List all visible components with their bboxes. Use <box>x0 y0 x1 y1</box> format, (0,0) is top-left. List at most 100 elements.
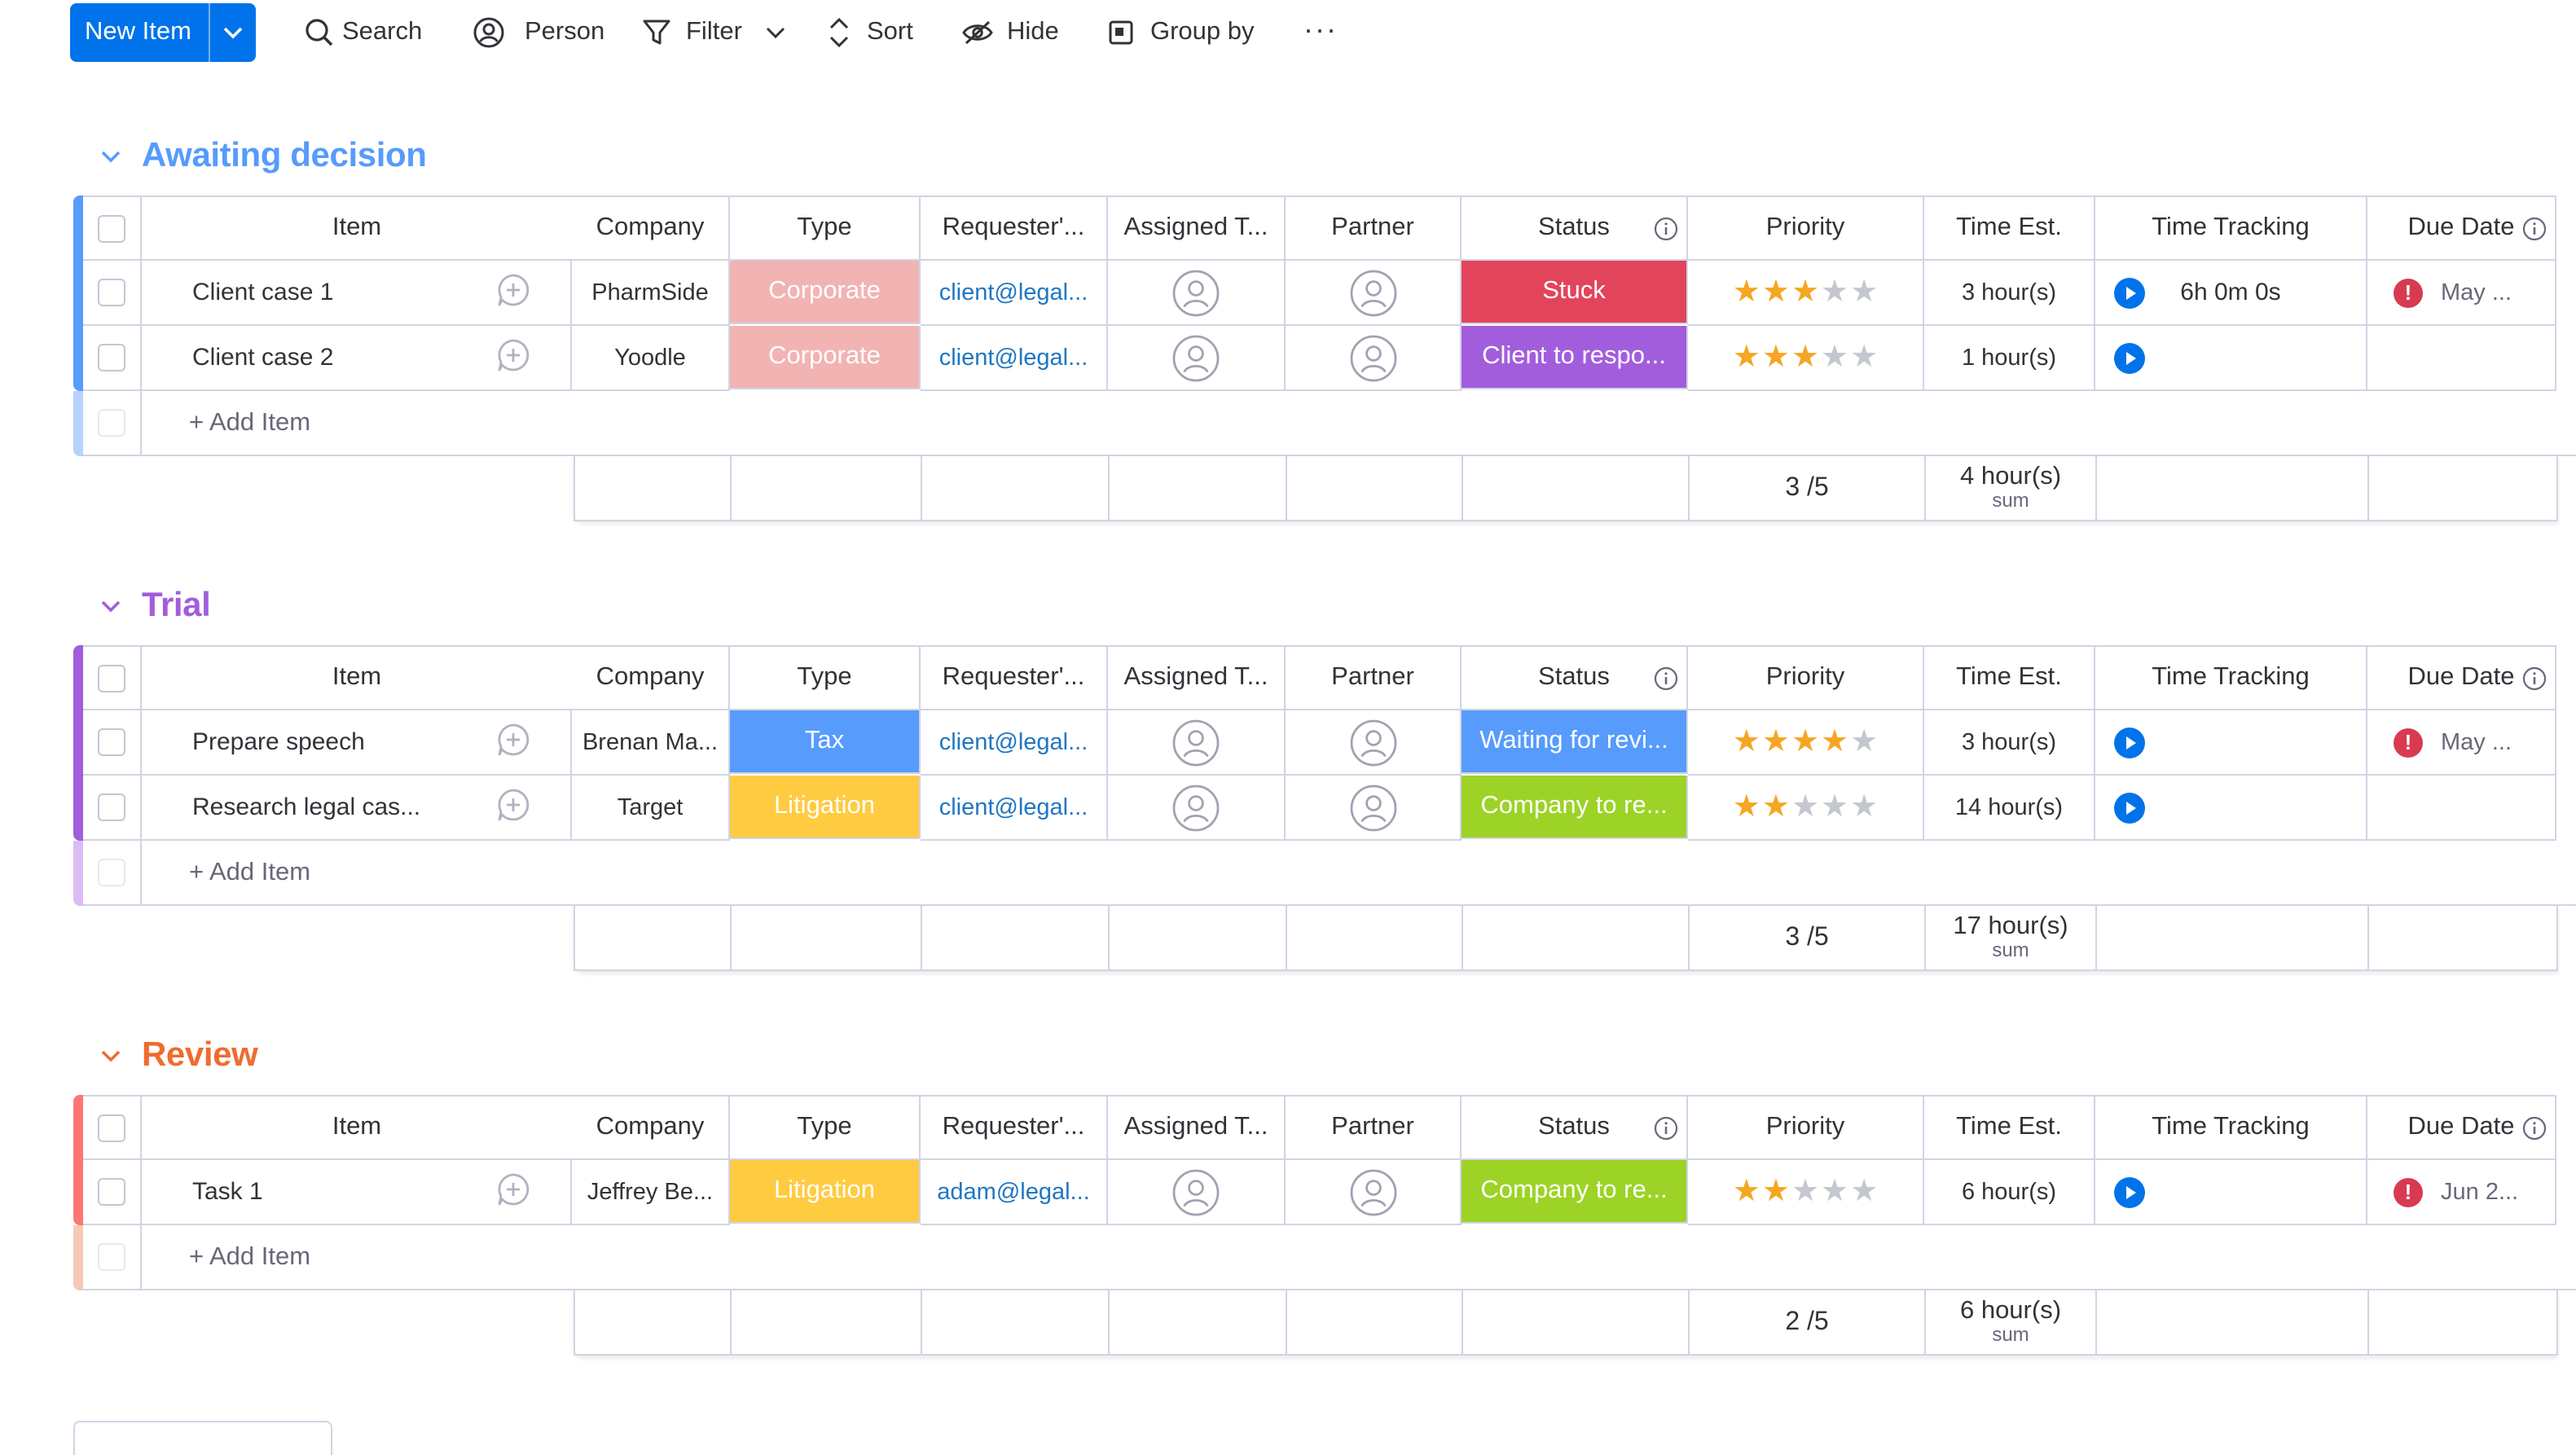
company-cell[interactable]: PharmSide <box>572 261 730 326</box>
checkbox[interactable] <box>98 664 125 692</box>
due-date-cell[interactable] <box>2367 326 2556 391</box>
requester-email-link[interactable]: client@legal... <box>939 345 1088 371</box>
select-all-checkbox[interactable] <box>83 1095 142 1160</box>
column-header-company[interactable]: Company <box>572 1095 730 1160</box>
column-header-status[interactable]: Status <box>1462 196 1688 261</box>
star-icon[interactable]: ★ <box>1821 790 1849 824</box>
chevron-down-icon[interactable] <box>767 26 786 39</box>
column-header-type[interactable]: Type <box>730 196 921 261</box>
company-cell[interactable]: Yoodle <box>572 326 730 391</box>
type-label[interactable]: Litigation <box>730 1160 921 1224</box>
play-icon[interactable] <box>2113 727 2146 766</box>
star-icon[interactable]: ★ <box>1761 790 1790 824</box>
star-icon[interactable]: ★ <box>1821 1175 1849 1209</box>
star-icon[interactable]: ★ <box>1791 275 1820 310</box>
assigned-to-cell[interactable] <box>1108 710 1286 776</box>
star-icon[interactable]: ★ <box>1850 725 1879 759</box>
column-header-time-tracking[interactable]: Time Tracking <box>2095 196 2367 261</box>
due-date-cell[interactable]: ! May ... <box>2367 261 2556 326</box>
add-update-button[interactable] <box>455 261 572 326</box>
star-rating[interactable]: ★ ★ ★ ★ ★ <box>1733 727 1878 758</box>
more-options-button[interactable]: ··· <box>1303 12 1338 45</box>
time-estimate[interactable]: 3 hour(s) <box>1924 710 2095 776</box>
select-all-checkbox[interactable] <box>83 196 142 261</box>
star-icon[interactable]: ★ <box>1732 1175 1761 1209</box>
star-icon[interactable]: ★ <box>1732 790 1761 824</box>
column-header-partner[interactable]: Partner <box>1286 645 1462 710</box>
type-label[interactable]: Tax <box>730 710 921 774</box>
checkbox[interactable] <box>98 793 125 821</box>
add-update-button[interactable] <box>455 326 572 391</box>
star-icon[interactable]: ★ <box>1732 275 1761 310</box>
requester-email[interactable]: client@legal... <box>921 776 1108 841</box>
column-header-due-date[interactable]: Due Date <box>2367 196 2556 261</box>
star-icon[interactable]: ★ <box>1791 725 1820 759</box>
star-icon[interactable]: ★ <box>1761 725 1790 759</box>
column-header-item[interactable]: Item <box>142 196 572 261</box>
time-estimate[interactable]: 6 hour(s) <box>1924 1160 2095 1225</box>
checkbox[interactable] <box>98 279 125 306</box>
row-checkbox[interactable] <box>83 261 142 326</box>
status-label[interactable]: Company to re... <box>1462 1160 1688 1224</box>
play-icon[interactable] <box>2113 792 2146 831</box>
column-header-item[interactable]: Item <box>142 1095 572 1160</box>
priority-rating[interactable]: ★ ★ ★ ★ ★ <box>1688 261 1924 326</box>
requester-email[interactable]: client@legal... <box>921 326 1108 391</box>
group-by-button[interactable]: Group by <box>1108 3 1255 62</box>
assigned-to-cell[interactable] <box>1108 1160 1286 1225</box>
star-icon[interactable]: ★ <box>1761 1175 1790 1209</box>
column-header-time-tracking[interactable]: Time Tracking <box>2095 645 2367 710</box>
new-item-button[interactable]: New Item <box>70 3 257 62</box>
requester-email[interactable]: client@legal... <box>921 261 1108 326</box>
star-rating[interactable]: ★ ★ ★ ★ ★ <box>1733 342 1878 373</box>
time-tracking-cell[interactable] <box>2095 1160 2367 1225</box>
partner-cell[interactable] <box>1286 261 1462 326</box>
star-icon[interactable]: ★ <box>1850 341 1879 375</box>
company-cell[interactable]: Brenan Ma... <box>572 710 730 776</box>
star-icon[interactable]: ★ <box>1821 341 1849 375</box>
status-label[interactable]: Waiting for revi... <box>1462 710 1688 774</box>
play-icon[interactable] <box>2113 277 2146 316</box>
assigned-to-cell[interactable] <box>1108 326 1286 391</box>
column-header-requester[interactable]: Requester'... <box>921 196 1108 261</box>
star-icon[interactable]: ★ <box>1732 725 1761 759</box>
requester-email[interactable]: adam@legal... <box>921 1160 1108 1225</box>
star-rating[interactable]: ★ ★ ★ ★ ★ <box>1733 277 1878 308</box>
star-icon[interactable]: ★ <box>1850 275 1879 310</box>
star-icon[interactable]: ★ <box>1821 725 1849 759</box>
play-icon[interactable] <box>2113 342 2146 381</box>
add-group-button[interactable] <box>73 1421 332 1455</box>
column-header-due-date[interactable]: Due Date <box>2367 645 2556 710</box>
checkbox[interactable] <box>98 1178 125 1206</box>
filter-button[interactable]: Filter <box>642 3 786 62</box>
add-item-input[interactable]: + Add Item <box>142 841 2576 906</box>
requester-email-link[interactable]: client@legal... <box>939 729 1088 755</box>
column-header-time-tracking[interactable]: Time Tracking <box>2095 1095 2367 1160</box>
info-icon[interactable] <box>1654 217 1678 249</box>
search-button[interactable]: Search <box>305 3 422 62</box>
column-header-priority[interactable]: Priority <box>1688 196 1924 261</box>
time-tracking-cell[interactable]: 6h 0m 0s <box>2095 261 2367 326</box>
group-title[interactable]: Trial <box>142 587 211 624</box>
info-icon[interactable] <box>1654 666 1678 699</box>
time-estimate[interactable]: 1 hour(s) <box>1924 326 2095 391</box>
time-estimate[interactable]: 14 hour(s) <box>1924 776 2095 841</box>
add-update-button[interactable] <box>455 710 572 776</box>
star-icon[interactable]: ★ <box>1761 275 1790 310</box>
star-icon[interactable]: ★ <box>1761 341 1790 375</box>
type-label[interactable]: Corporate <box>730 261 921 324</box>
column-header-due-date[interactable]: Due Date <box>2367 1095 2556 1160</box>
star-rating[interactable]: ★ ★ ★ ★ ★ <box>1733 1176 1878 1207</box>
assigned-to-cell[interactable] <box>1108 776 1286 841</box>
checkbox[interactable] <box>98 1114 125 1141</box>
checkbox[interactable] <box>98 728 125 756</box>
time-estimate[interactable]: 3 hour(s) <box>1924 261 2095 326</box>
partner-cell[interactable] <box>1286 710 1462 776</box>
star-icon[interactable]: ★ <box>1821 275 1849 310</box>
column-header-requester[interactable]: Requester'... <box>921 1095 1108 1160</box>
sort-button[interactable]: Sort <box>828 3 913 62</box>
column-header-time-est[interactable]: Time Est. <box>1924 1095 2095 1160</box>
priority-rating[interactable]: ★ ★ ★ ★ ★ <box>1688 1160 1924 1225</box>
company-cell[interactable]: Target <box>572 776 730 841</box>
assigned-to-cell[interactable] <box>1108 261 1286 326</box>
